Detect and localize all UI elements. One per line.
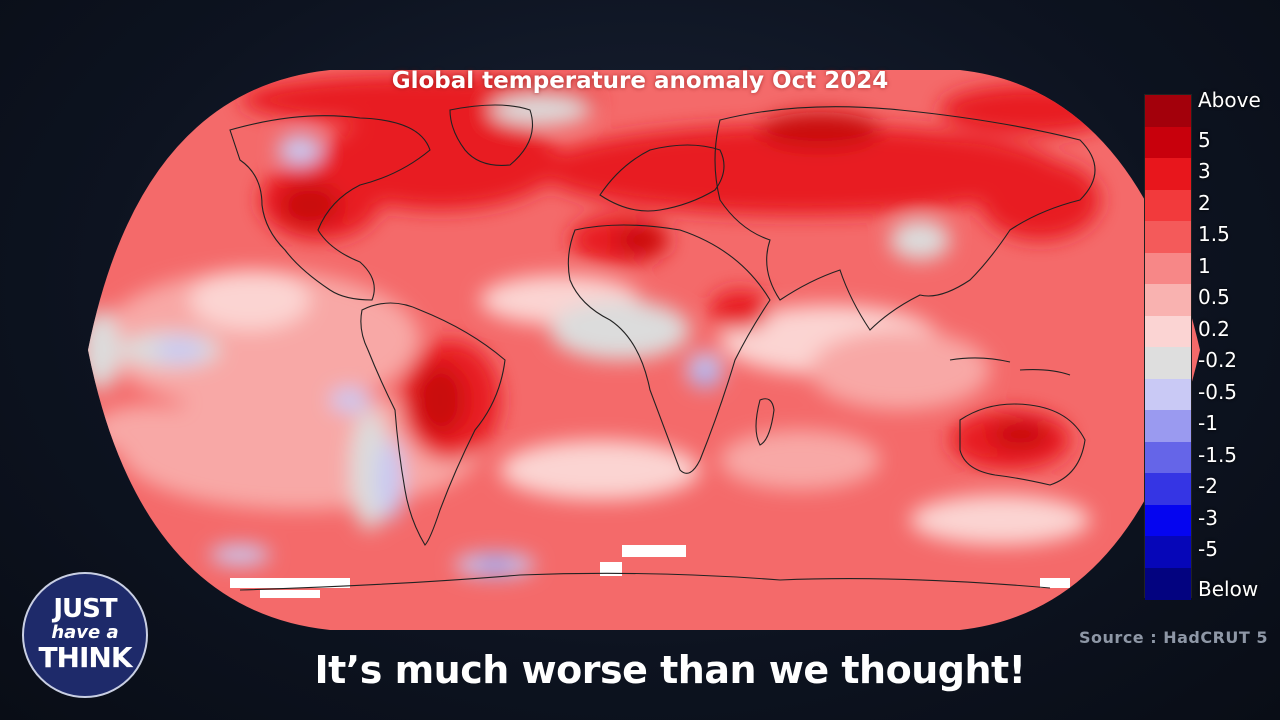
legend-label: Above xyxy=(1198,88,1261,112)
anomaly-region xyxy=(155,338,205,362)
anomaly-region xyxy=(100,270,420,410)
anomaly-region xyxy=(500,440,700,500)
legend-label: -5 xyxy=(1198,537,1218,561)
anomaly-region xyxy=(550,300,690,360)
anomaly-region xyxy=(710,290,770,330)
anomaly-region xyxy=(88,310,120,390)
anomaly-region xyxy=(540,125,1060,215)
legend-swatch xyxy=(1145,567,1191,600)
anomaly-region xyxy=(810,330,990,410)
no-data-patches xyxy=(230,545,1070,598)
legend-label: -3 xyxy=(1198,505,1218,530)
anomaly-region xyxy=(190,270,310,330)
anomaly-region xyxy=(278,135,322,165)
anomaly-region xyxy=(280,183,340,227)
anomaly-region xyxy=(980,160,1100,240)
legend-label: 3 xyxy=(1198,159,1211,183)
legend-swatch xyxy=(1145,347,1191,379)
color-legend: Above 5 3 2 1.5 1 0.5 0.2 -0.2 -0.5 -1 -1.5 -2 -3 -5 Be… xyxy=(1144,90,1280,601)
legend-colorbar xyxy=(1144,94,1192,600)
legend-swatch xyxy=(1145,504,1191,537)
anomaly-region xyxy=(940,85,1120,135)
legend-swatch xyxy=(1145,410,1191,442)
anomaly-region xyxy=(475,559,515,571)
legend-swatch xyxy=(1145,221,1191,253)
logo-line-1: JUST xyxy=(53,594,117,624)
logo-line-2: have a xyxy=(51,622,119,643)
legend-label: 1 xyxy=(1198,253,1211,278)
anomaly-field xyxy=(88,75,1120,577)
anomaly-region xyxy=(320,110,560,210)
anomaly-region xyxy=(760,112,880,148)
legend-label: -2 xyxy=(1198,474,1218,498)
channel-logo: JUST have a THINK xyxy=(22,572,148,698)
legend-swatch xyxy=(1145,284,1191,316)
legend-label: 2 xyxy=(1198,190,1211,215)
legend-label: Below xyxy=(1198,576,1259,601)
anomaly-region xyxy=(890,220,950,260)
no-data-patch xyxy=(260,590,320,598)
logo-line-3: THINK xyxy=(38,641,132,674)
source-credit: Source : HadCRUT 5 xyxy=(1079,628,1268,647)
legend-swatch xyxy=(1145,441,1191,474)
no-data-patch xyxy=(600,562,622,576)
anomaly-region xyxy=(330,388,370,412)
anomaly-region xyxy=(615,225,665,255)
legend-swatch xyxy=(1145,126,1191,159)
legend-swatch xyxy=(1145,315,1191,348)
legend-swatch xyxy=(1145,189,1191,222)
anomaly-region xyxy=(376,440,404,520)
legend-swatch xyxy=(1145,378,1191,411)
legend-label: -0.2 xyxy=(1198,348,1238,372)
legend-swatch xyxy=(1145,95,1191,127)
coastlines xyxy=(229,104,1096,591)
legend-label: 5 xyxy=(1198,127,1211,152)
anomaly-region xyxy=(990,420,1050,450)
anomaly-region xyxy=(720,430,880,490)
legend-label: -1 xyxy=(1198,411,1218,435)
anomaly-region xyxy=(415,365,465,435)
map-title: Global temperature anomaly Oct 2024 xyxy=(391,68,889,94)
video-subtitle: It’s much worse than we thought! xyxy=(314,648,1027,692)
no-data-patch xyxy=(230,578,350,588)
anomaly-region xyxy=(490,95,590,125)
anomaly-region xyxy=(90,405,210,455)
no-data-patch xyxy=(1040,578,1070,588)
legend-label: 0.2 xyxy=(1198,316,1230,341)
legend-swatch xyxy=(1145,158,1191,190)
legend-swatch xyxy=(1145,473,1191,505)
legend-swatch xyxy=(1145,536,1191,568)
no-data-patch xyxy=(622,545,686,557)
legend-label: -0.5 xyxy=(1198,379,1238,404)
anomaly-region xyxy=(697,367,713,383)
anomaly-region xyxy=(910,495,1090,545)
legend-label: 1.5 xyxy=(1198,222,1230,246)
legend-swatch xyxy=(1145,252,1191,285)
legend-label: 0.5 xyxy=(1198,285,1230,309)
legend-label: -1.5 xyxy=(1198,442,1238,467)
anomaly-region xyxy=(210,545,270,565)
